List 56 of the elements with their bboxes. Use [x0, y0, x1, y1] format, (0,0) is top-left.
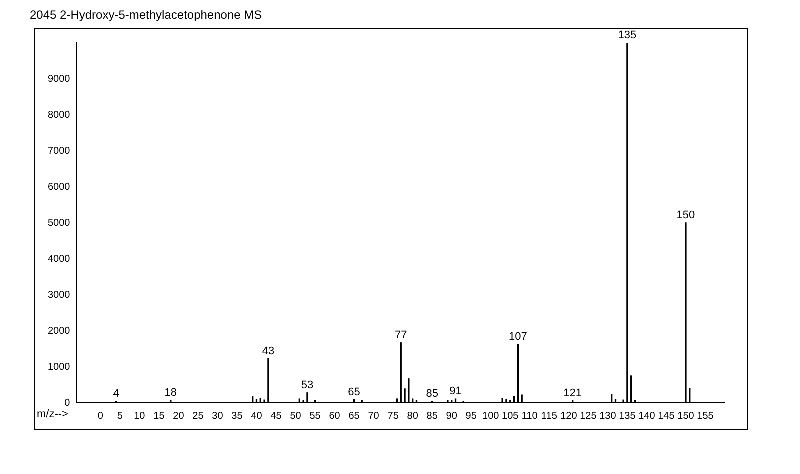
x-tick-label: 45	[270, 410, 282, 422]
annotation: 85	[426, 388, 438, 400]
y-tick-label: 9000	[48, 74, 71, 85]
y-tick-label: 7000	[48, 146, 71, 157]
annotation: 121	[564, 387, 582, 400]
x-tick-label: 140	[638, 410, 656, 422]
x-tick-label: 80	[407, 410, 419, 422]
x-tick-label: 155	[697, 410, 714, 422]
x-tick-label: 125	[580, 410, 598, 422]
x-tick-label: 5	[117, 410, 124, 422]
y-tick-label: 0	[64, 398, 71, 409]
annotation: 18	[164, 387, 178, 400]
x-tick-label: 150	[678, 410, 695, 422]
x-tick-label: 120	[560, 410, 578, 422]
x-tick-label: 75	[388, 410, 400, 422]
x-tick-label: 60	[329, 410, 341, 422]
annotation: 107	[509, 331, 528, 344]
x-tick-label: 110	[522, 410, 538, 422]
x-tick-label: 95	[466, 410, 478, 422]
annotation: 4	[113, 388, 120, 400]
x-tick-label: 55	[310, 410, 322, 422]
annotation: 77	[395, 329, 408, 342]
x-tick-label: 145	[658, 410, 676, 422]
y-tick-label: 8000	[48, 110, 71, 121]
x-tick-label: 105	[502, 410, 520, 422]
x-tick-label: 135	[619, 410, 636, 422]
y-tick-label: 5000	[48, 218, 71, 229]
x-tick-label: 90	[446, 410, 458, 422]
x-tick-label: 0	[98, 410, 104, 422]
annotation: 43	[262, 345, 275, 358]
x-tick-label: 10	[134, 410, 146, 422]
annotation: 135	[618, 30, 637, 42]
x-tick-label: 30	[212, 410, 224, 422]
x-tick-label: 65	[348, 410, 360, 422]
x-tick-label: 35	[232, 410, 244, 422]
x-tick-label: 85	[426, 410, 438, 422]
x-tick-label: 20	[173, 410, 185, 422]
x-tick-label: 130	[600, 410, 617, 422]
y-tick-label: 3000	[48, 290, 71, 301]
y-tick-label: 2000	[48, 326, 71, 337]
x-tick-label: 40	[251, 410, 263, 422]
x-axis-title: m/z-->	[37, 408, 68, 421]
x-tick-label: 15	[154, 410, 166, 422]
x-tick-label: 115	[541, 410, 558, 422]
chart-title: 2045 2-Hydroxy-5-methylacetophenone MS	[30, 8, 264, 24]
annotation: 91	[450, 386, 462, 398]
annotation: 150	[676, 210, 696, 222]
x-tick-label: 70	[368, 410, 380, 422]
y-tick-label: 4000	[48, 254, 71, 265]
x-tick-label: 50	[290, 410, 302, 422]
annotation: 65	[348, 386, 360, 398]
y-tick-label: 1000	[48, 362, 71, 373]
y-tick-label: 6000	[48, 182, 71, 193]
annotation: 53	[301, 379, 314, 392]
x-tick-label: 100	[482, 410, 500, 422]
x-tick-label: 25	[192, 410, 204, 422]
